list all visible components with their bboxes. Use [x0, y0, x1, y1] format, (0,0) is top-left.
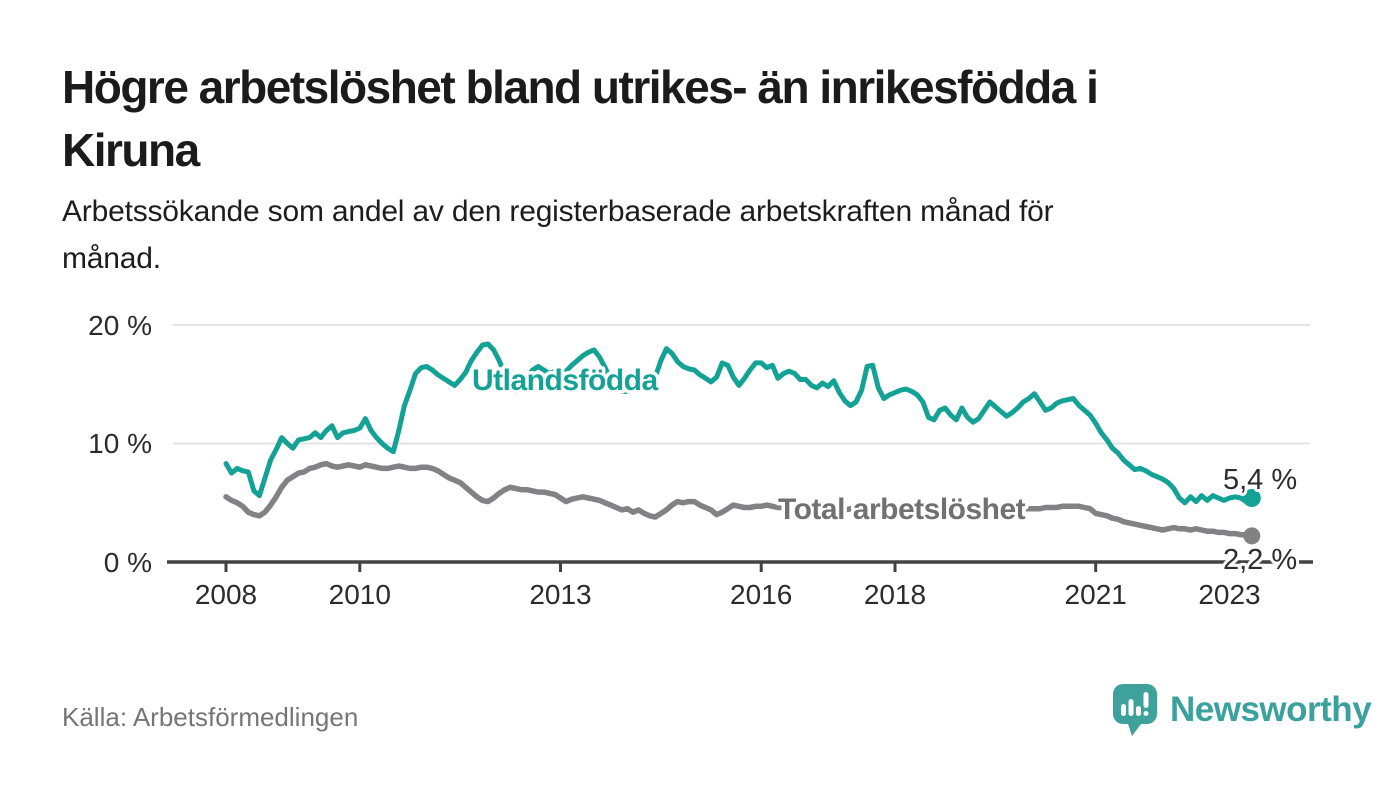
source-note: Källa: Arbetsförmedlingen [62, 702, 359, 732]
chart-title-line2: Kiruna [62, 124, 200, 176]
newsworthy-wordmark: Newsworthy [1170, 690, 1372, 729]
logo-bubble [1113, 684, 1157, 736]
logo-exclamation-bar [1143, 692, 1149, 708]
logo-bar-3 [1136, 706, 1141, 716]
newsworthy-logo-icon [1113, 684, 1157, 736]
x-tick-label: 2023 [1198, 579, 1260, 610]
series-end-dot-total [1243, 527, 1261, 545]
y-tick-label-0: 0 % [104, 547, 152, 578]
logo-bar-2 [1128, 699, 1134, 716]
chart-title-line1: Högre arbetslöshet bland utrikes- än inr… [62, 61, 1099, 113]
series-line-utlandsfodda [223, 341, 1255, 506]
series-label-total: Total arbetslöshet [778, 493, 1026, 526]
series-label-utlandsfodda: Utlandsfödda [472, 364, 658, 397]
x-tick-label: 2016 [730, 579, 792, 610]
y-tick-label-20: 20 % [88, 310, 152, 341]
series-lines [223, 341, 1261, 545]
series-end-dot-utlandsfodda [1242, 489, 1261, 507]
logo-bar-1 [1121, 704, 1126, 716]
x-tick-label: 2013 [529, 579, 591, 610]
series-line-total [223, 460, 1255, 539]
newsworthy-brand[interactable]: Newsworthy [1112, 682, 1372, 738]
y-tick-label-10: 10 % [88, 428, 152, 459]
x-tick-label: 2018 [864, 579, 926, 610]
x-tick-label: 2008 [195, 579, 257, 610]
chart-subtitle: Arbetssökande som andel av den registerb… [62, 188, 1054, 282]
chart-subtitle-line2: månad. [62, 242, 161, 275]
chart-subtitle-line1: Arbetssökande som andel av den registerb… [62, 195, 1054, 228]
x-tick-label: 2010 [329, 579, 391, 610]
end-label-total: 2,2 % [1223, 544, 1297, 576]
chart-title: Högre arbetslöshet bland utrikes- än inr… [62, 56, 1099, 182]
x-tick-label: 2021 [1065, 579, 1127, 610]
x-axis-ticks: 2008 2010 2013 2016 2018 2021 2023 [195, 562, 1261, 610]
logo-exclamation-dot [1143, 711, 1149, 716]
unemployment-line-chart: 20 % 10 % 0 % 2008 2010 2013 2016 2018 2021 20… [88, 310, 1313, 610]
end-label-utlandsfodda: 5,4 % [1223, 464, 1297, 496]
